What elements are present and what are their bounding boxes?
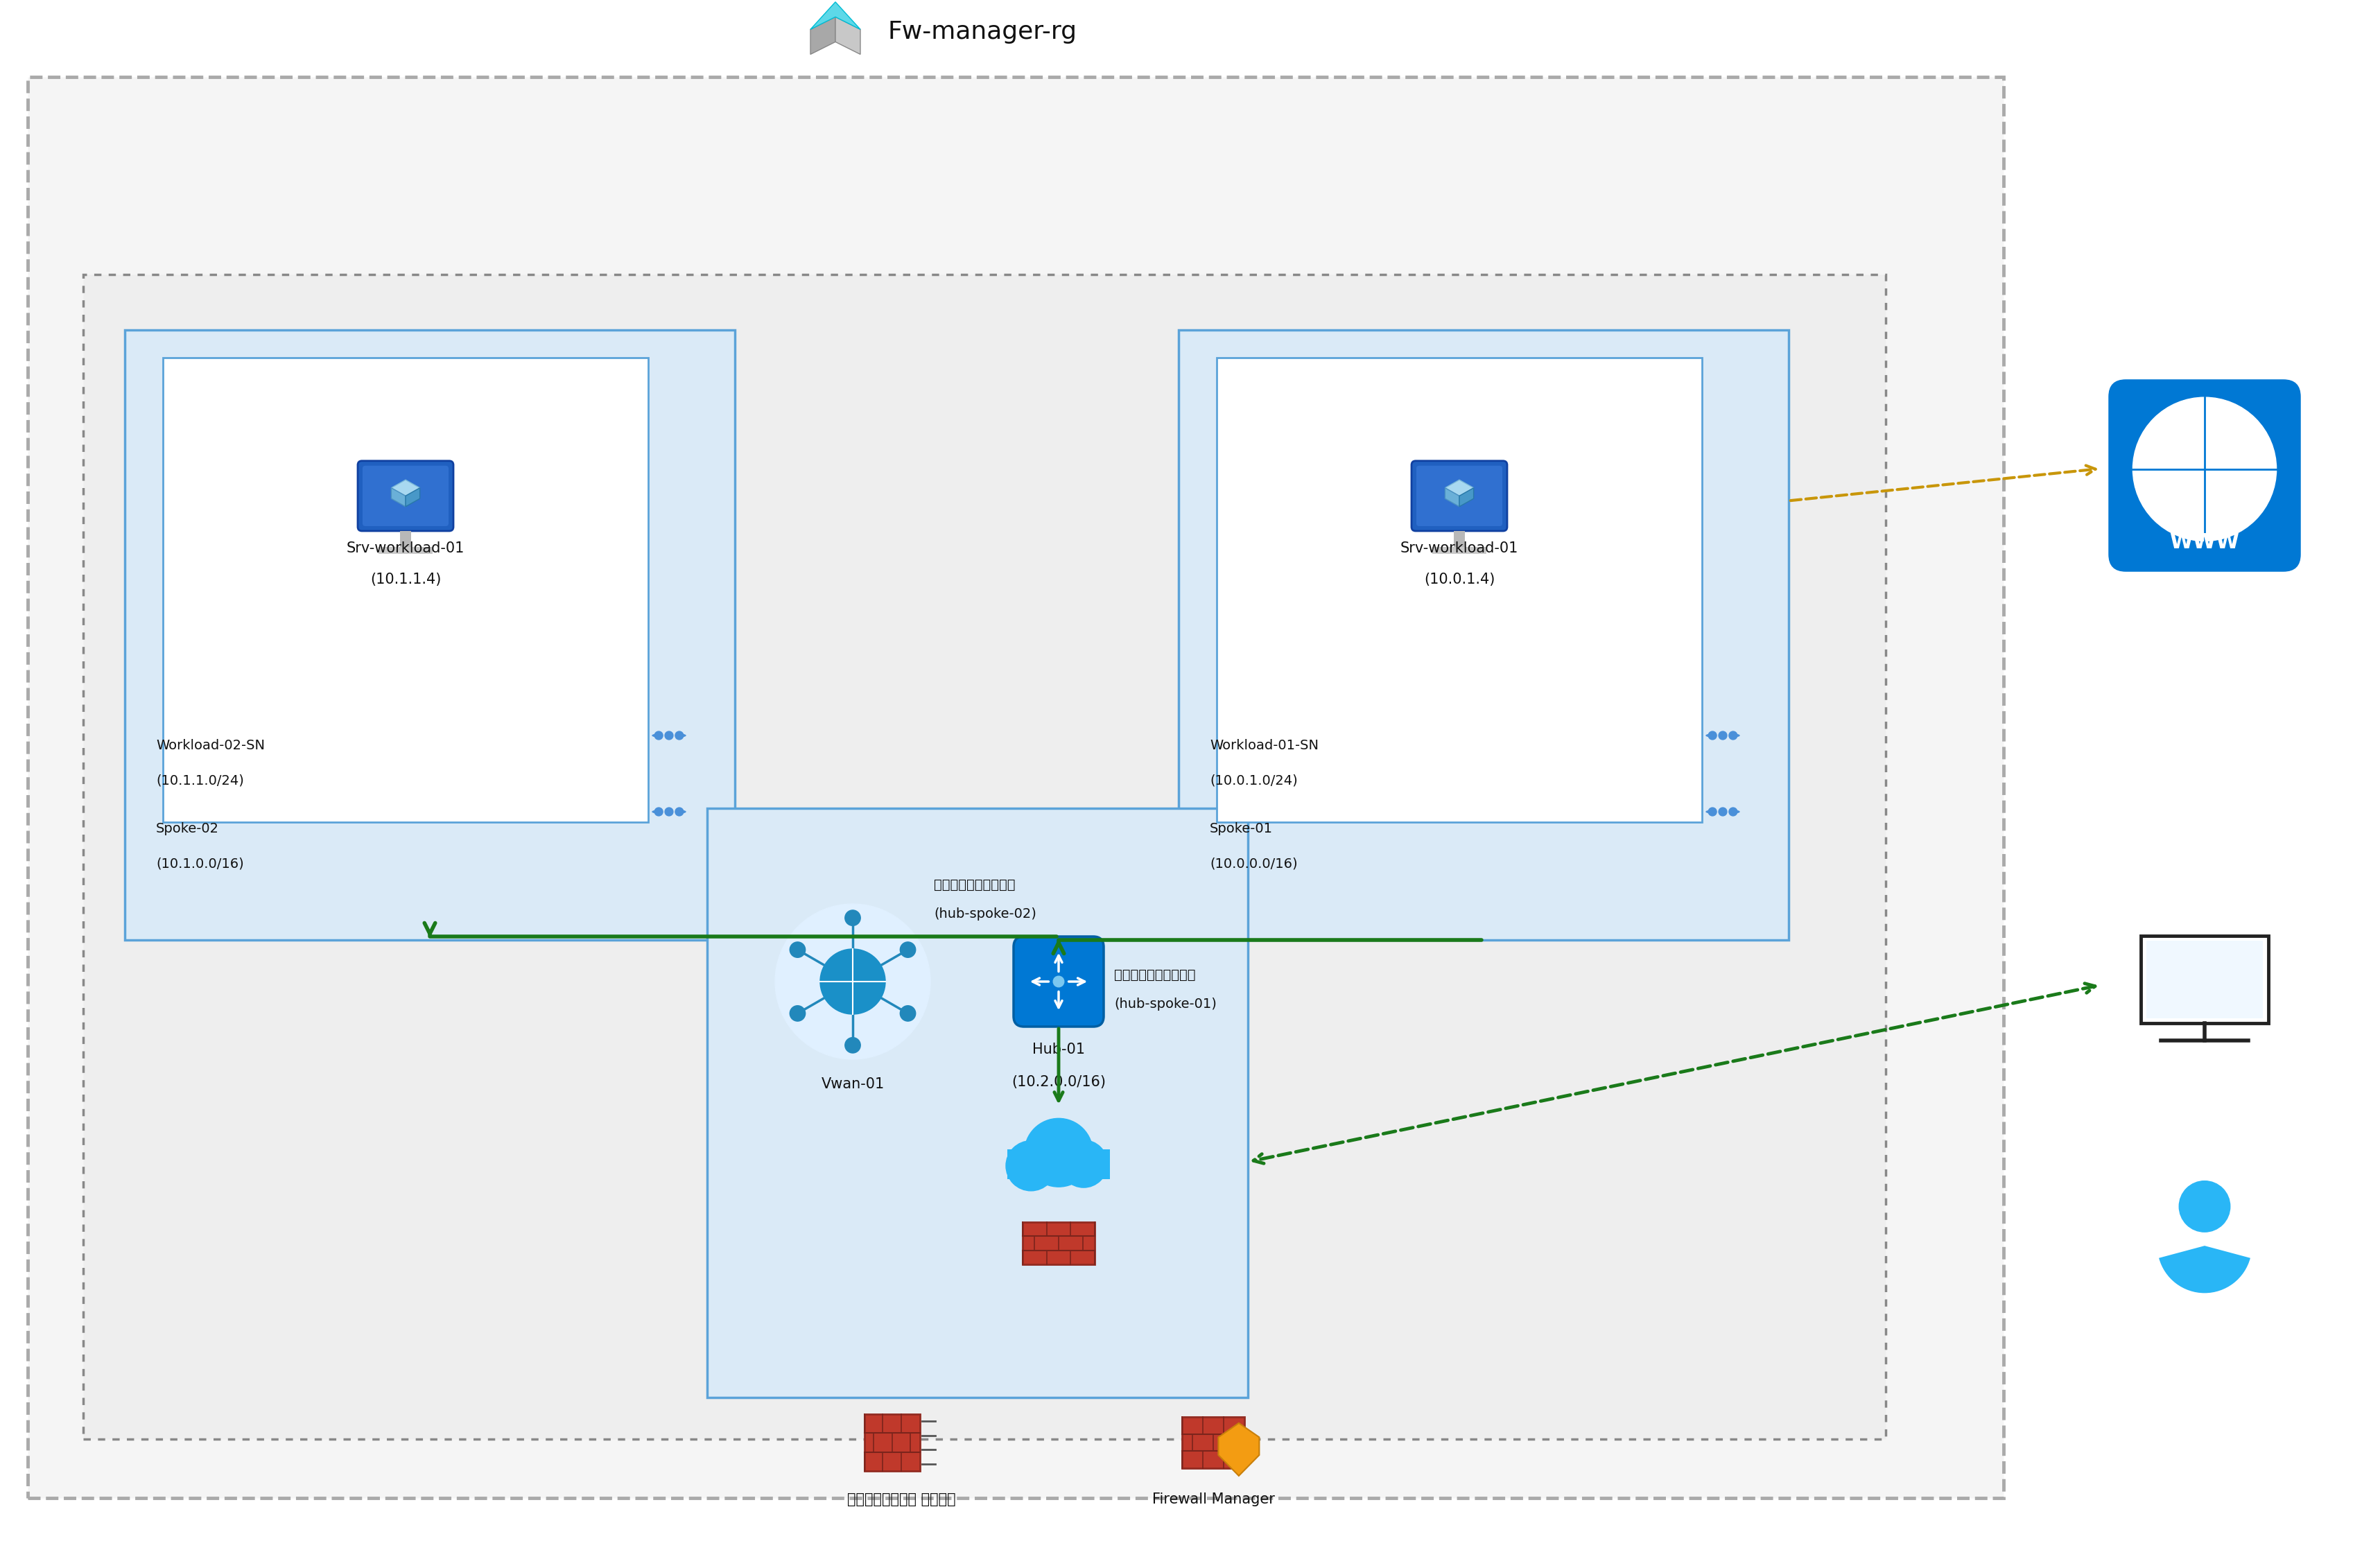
FancyBboxPatch shape — [357, 460, 455, 532]
Circle shape — [664, 808, 674, 815]
Wedge shape — [2159, 1246, 2251, 1293]
Bar — [1178, 330, 1790, 939]
Circle shape — [1709, 808, 1716, 815]
FancyBboxPatch shape — [1014, 936, 1104, 1026]
Text: Workload-02-SN: Workload-02-SN — [157, 739, 264, 752]
Circle shape — [845, 1037, 862, 1052]
Text: (hub-spoke-01): (hub-spoke-01) — [1114, 998, 1216, 1011]
Circle shape — [1007, 1141, 1057, 1190]
Polygon shape — [835, 17, 859, 54]
Text: WWW: WWW — [2171, 532, 2240, 552]
Bar — [378, 547, 433, 553]
Bar — [1183, 1417, 1245, 1468]
Bar — [707, 808, 1247, 1398]
Circle shape — [2132, 397, 2275, 541]
Circle shape — [1023, 1119, 1092, 1187]
Circle shape — [664, 732, 674, 739]
Bar — [83, 274, 1885, 1438]
Polygon shape — [812, 2, 859, 29]
Polygon shape — [1445, 488, 1459, 507]
Bar — [124, 330, 735, 939]
Bar — [162, 358, 647, 822]
Polygon shape — [390, 488, 405, 507]
Text: (10.2.0.0/16): (10.2.0.0/16) — [1011, 1076, 1107, 1090]
Text: (hub-spoke-02): (hub-spoke-02) — [933, 907, 1035, 921]
Bar — [1433, 547, 1485, 553]
Text: Spoke-01: Spoke-01 — [1209, 822, 1273, 835]
Text: Srv-workload-01: Srv-workload-01 — [347, 541, 464, 555]
Bar — [1216, 358, 1702, 822]
Circle shape — [900, 1006, 916, 1021]
Polygon shape — [405, 488, 419, 507]
Circle shape — [1718, 808, 1728, 815]
Bar — [1007, 1150, 1109, 1180]
Circle shape — [2180, 1181, 2230, 1232]
FancyBboxPatch shape — [362, 465, 447, 525]
Circle shape — [790, 942, 804, 958]
FancyBboxPatch shape — [2109, 380, 2301, 572]
Polygon shape — [1445, 480, 1473, 496]
Circle shape — [845, 910, 862, 925]
Circle shape — [1728, 808, 1737, 815]
Text: (10.0.1.0/24): (10.0.1.0/24) — [1209, 773, 1297, 787]
Circle shape — [776, 904, 931, 1059]
Circle shape — [1728, 732, 1737, 739]
Bar — [864, 1414, 919, 1471]
Text: 仮想ネットワーク接続: 仮想ネットワーク接続 — [933, 879, 1016, 891]
Circle shape — [1709, 732, 1716, 739]
Bar — [1023, 1221, 1095, 1265]
Text: Fw-manager-rg: Fw-manager-rg — [888, 20, 1076, 43]
Circle shape — [821, 949, 885, 1014]
Circle shape — [1059, 1141, 1107, 1187]
Text: (10.1.1.4): (10.1.1.4) — [369, 572, 440, 586]
Text: (10.1.0.0/16): (10.1.0.0/16) — [157, 857, 243, 870]
Text: Firewall Manager: Firewall Manager — [1152, 1493, 1276, 1507]
Circle shape — [676, 732, 683, 739]
Circle shape — [654, 808, 662, 815]
Bar — [29, 78, 2004, 1497]
Bar — [2147, 941, 2263, 1018]
Text: (10.0.0.0/16): (10.0.0.0/16) — [1209, 857, 1297, 870]
Polygon shape — [812, 17, 835, 54]
Circle shape — [676, 808, 683, 815]
Circle shape — [790, 1006, 804, 1021]
Text: Hub-01: Hub-01 — [1033, 1043, 1085, 1057]
Text: (10.0.1.4): (10.0.1.4) — [1423, 572, 1495, 586]
Circle shape — [900, 942, 916, 958]
Bar — [2142, 936, 2268, 1023]
Bar — [1454, 532, 1466, 549]
Text: Srv-workload-01: Srv-workload-01 — [1399, 541, 1518, 555]
Text: Vwan-01: Vwan-01 — [821, 1077, 885, 1091]
Circle shape — [1718, 732, 1728, 739]
Text: Spoke-02: Spoke-02 — [157, 822, 219, 835]
Polygon shape — [1459, 488, 1473, 507]
Text: Workload-01-SN: Workload-01-SN — [1209, 739, 1319, 752]
Text: ファイアウォール ポリシー: ファイアウォール ポリシー — [847, 1493, 954, 1507]
Bar — [400, 532, 412, 549]
Polygon shape — [390, 480, 419, 496]
Polygon shape — [1219, 1423, 1259, 1476]
Text: 仮想ネットワーク接続: 仮想ネットワーク接続 — [1114, 969, 1195, 981]
FancyBboxPatch shape — [1416, 465, 1502, 525]
Circle shape — [1054, 977, 1064, 987]
Text: (10.1.1.0/24): (10.1.1.0/24) — [157, 773, 243, 787]
FancyBboxPatch shape — [1411, 460, 1507, 532]
Circle shape — [654, 732, 662, 739]
